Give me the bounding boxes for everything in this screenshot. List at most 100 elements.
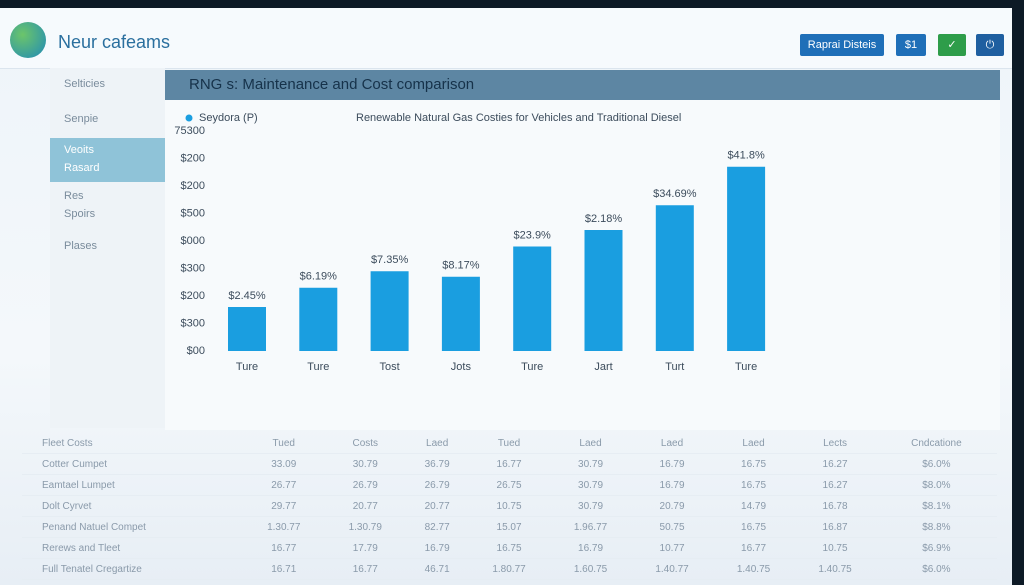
table-cell: 82.77 xyxy=(406,516,469,538)
table-cell: 10.75 xyxy=(468,495,550,517)
table-cell: 30.79 xyxy=(549,453,632,475)
table-cell: 1.40.75 xyxy=(794,558,876,580)
bar xyxy=(299,287,338,351)
power-button[interactable]: ⏻ xyxy=(976,34,1004,56)
x-tick-label: Tost xyxy=(380,361,400,373)
column-header: Tued xyxy=(468,433,550,454)
table-cell: 1.60.75 xyxy=(549,558,632,580)
table-cell: 30.79 xyxy=(549,495,632,517)
table-cell: 16.77 xyxy=(243,537,325,559)
table-cell: 16.79 xyxy=(549,537,632,559)
table-row: Dolt Cyrvet 29.77 20.77 20.77 10.75 30.79 20.7… xyxy=(22,495,997,517)
table-cell: 16.79 xyxy=(406,537,469,559)
table-cell: 46.71 xyxy=(406,558,469,580)
panel-title: RNG s: Maintenance and Cost comparison xyxy=(165,70,1000,100)
bar xyxy=(727,166,766,351)
table-cell: 50.75 xyxy=(631,516,713,538)
table-cell: 26.77 xyxy=(243,474,325,496)
table-title: Fleet Costs xyxy=(22,433,243,454)
app-name: Neur cafeams xyxy=(58,32,171,52)
button[interactable]: $1 xyxy=(896,34,926,56)
x-tick-label: Jart xyxy=(594,361,612,373)
bar-label: $23.9% xyxy=(514,229,552,241)
header-row: Fleet Costs Tued Costs Laed Tued Laed Laed Laed… xyxy=(22,433,997,454)
column-header: Cndcatione xyxy=(875,433,997,454)
table-cell: 1.30.79 xyxy=(324,516,406,538)
column-header: Costs xyxy=(324,433,406,454)
y-tick-label: $300 xyxy=(181,317,205,329)
table-cell: 20.77 xyxy=(406,495,469,517)
nav-item[interactable]: Plases xyxy=(64,240,98,252)
column-header: Laed xyxy=(631,433,713,454)
table-cell: 29.77 xyxy=(243,495,325,517)
table-cell: 1.40.77 xyxy=(631,558,713,580)
table-cell: 26.79 xyxy=(324,474,406,496)
column-header: Lects xyxy=(794,433,876,454)
y-tick-label: 75300 xyxy=(174,125,205,137)
table-cell: Full Tenatel Cregartize xyxy=(22,558,243,580)
active-item xyxy=(50,138,165,182)
table-cell: 16.79 xyxy=(631,453,713,475)
table-cell: $6.9% xyxy=(875,537,997,559)
table-cell: 26.75 xyxy=(468,474,550,496)
legend-label: Seydora (P) xyxy=(199,112,258,124)
nav-item[interactable]: Rasard xyxy=(64,162,100,174)
bar xyxy=(584,230,623,351)
x-tick-label: Ture xyxy=(307,361,329,373)
table-cell: 1.96.77 xyxy=(549,516,632,538)
column-header: Laed xyxy=(406,433,469,454)
x-tick-label: Jots xyxy=(451,361,472,373)
table-cell: 30.79 xyxy=(549,474,632,496)
nav-item[interactable]: Senpie xyxy=(64,113,99,125)
check-button[interactable]: ✓ xyxy=(938,34,966,56)
column-header: Laed xyxy=(712,433,795,454)
table-cell: $6.0% xyxy=(875,453,997,475)
table-cell: 1.80.77 xyxy=(468,558,550,580)
column-header: Tued xyxy=(243,433,325,454)
table-row: Cotter Cumpet 33.09 30.79 36.79 16.77 30.79 16… xyxy=(22,453,997,475)
table-cell: 16.75 xyxy=(712,453,795,475)
table-cell: 10.77 xyxy=(631,537,713,559)
table-cell: 16.87 xyxy=(794,516,876,538)
table-cell: 16.27 xyxy=(794,474,876,496)
table-cell: 15.07 xyxy=(468,516,550,538)
bar-label: $7.35% xyxy=(371,254,409,266)
table-cell: 17.79 xyxy=(324,537,406,559)
table-cell: 16.78 xyxy=(794,495,876,517)
table-cell: 16.27 xyxy=(794,453,876,475)
x-tick-label: Ture xyxy=(236,361,258,373)
logo xyxy=(10,22,46,58)
table-row: Full Tenatel Cregartize 16.71 16.77 46.71 1.… xyxy=(22,558,997,580)
nav-item[interactable]: Selticies xyxy=(64,78,105,90)
bar-label: $6.19% xyxy=(300,271,338,283)
table-cell: Cotter Cumpet xyxy=(22,453,243,475)
button[interactable]: Raprai Disteis xyxy=(800,34,884,56)
chart-panel: RNG s: Maintenance and Cost comparison $… xyxy=(165,70,1000,430)
table-cell: $8.1% xyxy=(875,495,997,517)
table: Fleet Costs Tued Costs Laed Tued Laed Laed Laed… xyxy=(22,433,997,580)
x-tick-label: Ture xyxy=(735,361,757,373)
table-cell: $8.8% xyxy=(875,516,997,538)
nav-item[interactable]: Veoits xyxy=(64,144,94,156)
legend-marker xyxy=(185,114,193,122)
screen: Neur cafeams Raprai Disteis $1 ✓ ⏻ Selti… xyxy=(0,8,1012,585)
table-cell: $8.0% xyxy=(875,474,997,496)
table-cell: Rerews and Tleet xyxy=(22,537,243,559)
bar xyxy=(655,205,694,351)
y-tick-label: $500 xyxy=(181,207,205,219)
table-cell: 1.30.77 xyxy=(243,516,325,538)
y-tick-label: $200 xyxy=(181,152,205,164)
table-cell: 16.75 xyxy=(712,516,795,538)
bar-label: $2.18% xyxy=(585,213,623,225)
nav-item[interactable]: Spoirs xyxy=(64,208,96,220)
table-cell: 20.79 xyxy=(631,495,713,517)
table-cell: 16.71 xyxy=(243,558,325,580)
table-cell: 14.79 xyxy=(712,495,795,517)
chart: $00 $300 $200 $300 $000 $500 $200 $200 75300Seyd… xyxy=(174,112,766,373)
bar xyxy=(370,271,409,351)
chart-subtitle: Renewable Natural Gas Costies for Vehicl… xyxy=(356,112,681,124)
table-row: Rerews and Tleet 16.77 17.79 16.79 16.75 16.7… xyxy=(22,537,997,559)
nav-item[interactable]: Res xyxy=(64,190,84,202)
table-cell: 16.77 xyxy=(468,453,550,475)
